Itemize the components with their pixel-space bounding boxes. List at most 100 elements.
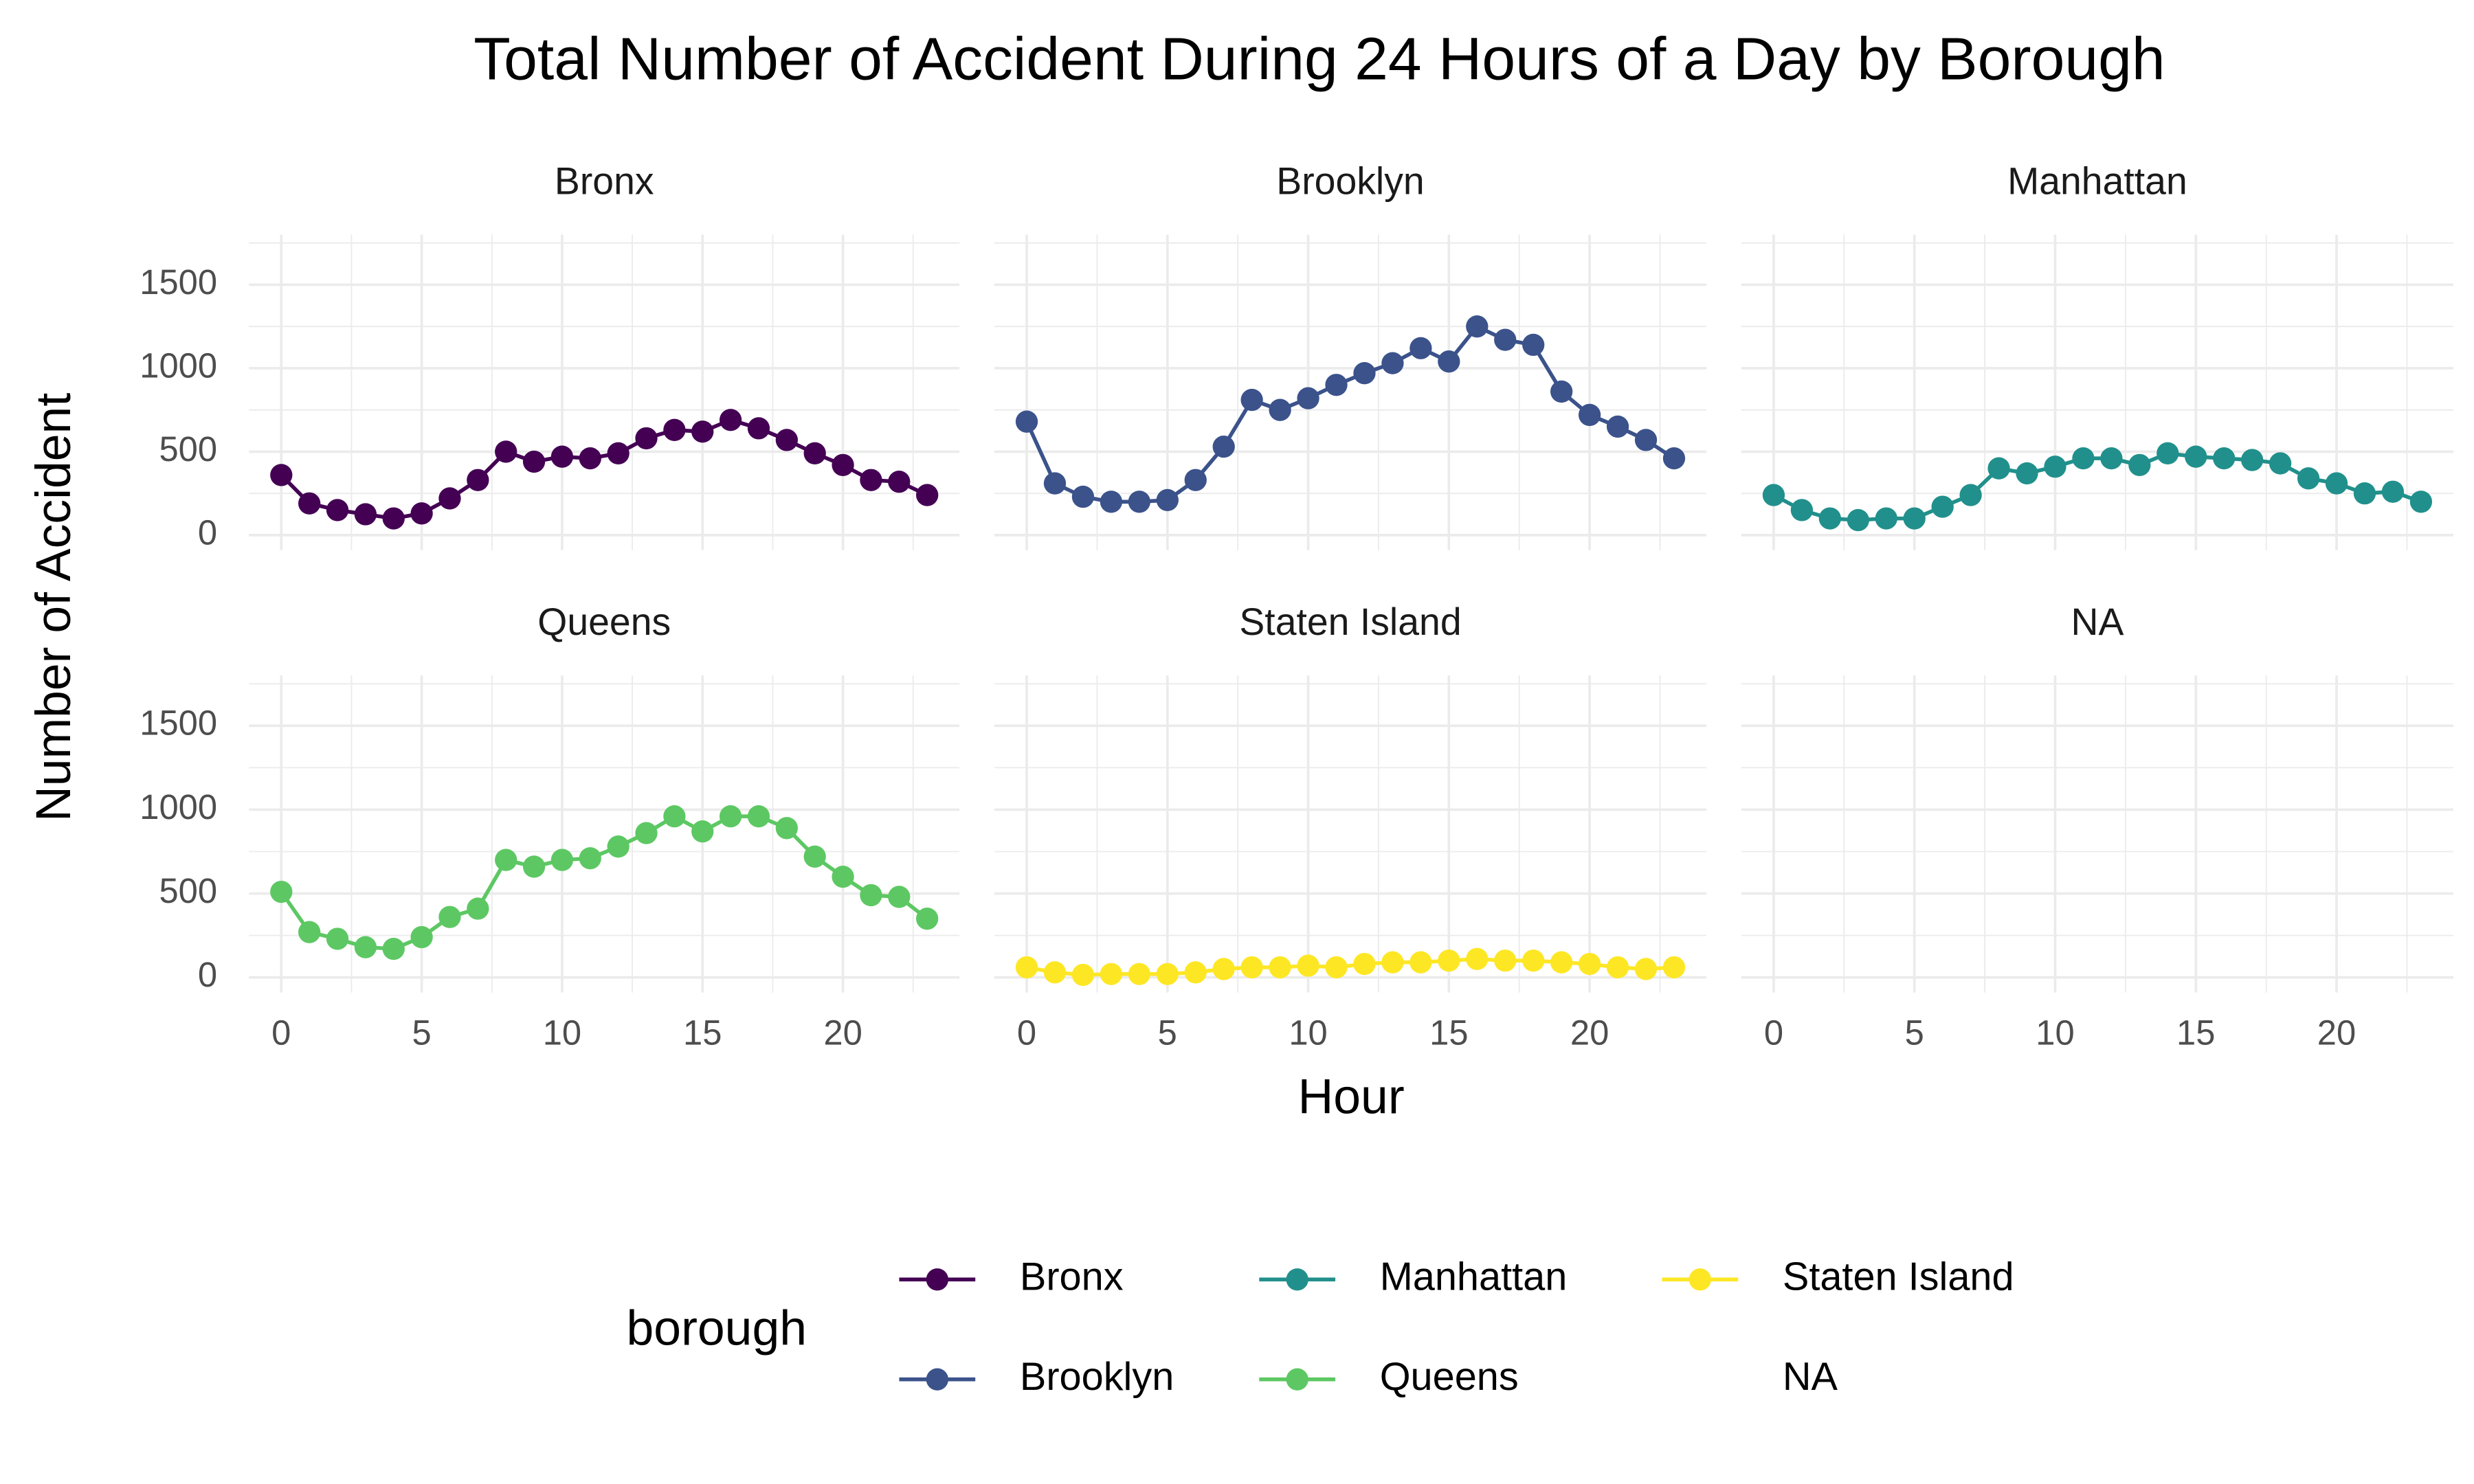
x-tick-label: 20: [823, 1013, 862, 1052]
data-point: [522, 450, 546, 473]
data-point: [663, 805, 686, 828]
data-point: [1762, 484, 1785, 506]
data-point: [860, 469, 882, 491]
chart-title: Total Number of Accident During 24 Hours…: [473, 25, 2165, 92]
data-point: [832, 453, 854, 477]
data-point: [2044, 456, 2066, 478]
data-point: [832, 865, 854, 888]
legend-label: Queens: [1380, 1355, 1519, 1399]
data-point: [354, 936, 377, 958]
data-point: [298, 492, 321, 515]
legend-label: Manhattan: [1380, 1255, 1568, 1299]
data-point: [1071, 963, 1095, 987]
data-point: [1071, 485, 1095, 508]
data-point: [1240, 388, 1263, 412]
data-point: [1606, 415, 1629, 438]
data-point: [1634, 429, 1658, 451]
data-point: [1015, 956, 1038, 979]
series-line: [1772, 451, 2422, 522]
data-point: [1662, 447, 1686, 470]
y-tick-label: 1000: [140, 787, 217, 827]
legend-key-point: [1689, 1268, 1711, 1291]
series-line: [280, 418, 928, 521]
data-point: [1269, 398, 1291, 421]
data-point: [1606, 956, 1629, 979]
data-point: [1156, 488, 1179, 512]
data-point: [775, 817, 798, 840]
data-point: [1353, 362, 1376, 385]
data-point: [410, 925, 433, 949]
data-point: [2213, 447, 2236, 470]
data-point: [2325, 472, 2348, 495]
data-point: [1212, 958, 1235, 980]
data-point: [382, 507, 405, 530]
x-tick-label: 15: [1429, 1013, 1468, 1052]
data-point: [467, 469, 489, 491]
x-tick-label: 20: [2317, 1013, 2356, 1052]
data-point: [1875, 507, 1897, 530]
x-tick-label: 0: [1017, 1013, 1036, 1052]
data-point: [1494, 328, 1517, 351]
legend-label: Bronx: [1020, 1255, 1124, 1299]
data-point: [1184, 469, 1207, 491]
data-point: [607, 835, 629, 858]
x-tick-label: 15: [683, 1013, 722, 1052]
data-point: [1297, 954, 1319, 977]
data-point: [719, 409, 742, 431]
data-point: [1409, 951, 1432, 974]
data-point: [2157, 442, 2179, 464]
data-point: [1438, 350, 1460, 373]
data-point: [663, 418, 686, 441]
data-point: [719, 805, 742, 828]
data-point: [1240, 956, 1263, 979]
data-point: [747, 805, 770, 828]
data-point: [2128, 453, 2151, 477]
data-point: [270, 880, 293, 903]
data-point: [1578, 952, 1601, 976]
data-point: [916, 484, 939, 506]
series-line: [280, 814, 928, 951]
legend-key-point: [1286, 1268, 1308, 1291]
data-point: [1466, 947, 1489, 970]
data-point: [326, 499, 349, 521]
data-point: [579, 847, 601, 870]
data-point: [1578, 403, 1601, 427]
data-point: [803, 442, 826, 464]
data-point: [1015, 410, 1038, 433]
data-point: [1522, 333, 1545, 357]
data-point: [1550, 951, 1573, 974]
data-point: [1325, 956, 1348, 979]
data-point: [775, 429, 798, 451]
data-point: [1269, 956, 1291, 979]
data-point: [1128, 491, 1150, 513]
data-point: [1931, 495, 1954, 518]
x-tick-label: 5: [1158, 1013, 1177, 1052]
x-tick-label: 0: [271, 1013, 291, 1052]
data-point: [1353, 952, 1376, 976]
data-point: [1100, 491, 1123, 513]
data-point: [1987, 457, 2010, 480]
facet-label: Staten Island: [1239, 600, 1461, 643]
x-tick-label: 10: [543, 1013, 581, 1052]
data-point: [1550, 380, 1573, 403]
data-point: [522, 855, 546, 878]
data-point: [1494, 949, 1517, 972]
x-tick-label: 10: [1289, 1013, 1327, 1052]
data-point: [860, 884, 882, 907]
data-point: [2072, 447, 2095, 470]
y-tick-label: 1000: [140, 346, 217, 385]
data-point: [1325, 374, 1348, 396]
data-point: [438, 906, 461, 928]
data-point: [1212, 435, 1235, 458]
data-point: [691, 420, 714, 443]
data-point: [2100, 447, 2123, 470]
data-point: [579, 447, 601, 470]
data-point: [495, 440, 517, 463]
data-point: [382, 937, 405, 960]
data-point: [2381, 480, 2405, 503]
y-tick-label: 500: [159, 871, 217, 910]
data-point: [495, 848, 517, 871]
data-point: [550, 848, 574, 871]
facet-label: NA: [2071, 600, 2124, 643]
data-point: [747, 417, 770, 440]
